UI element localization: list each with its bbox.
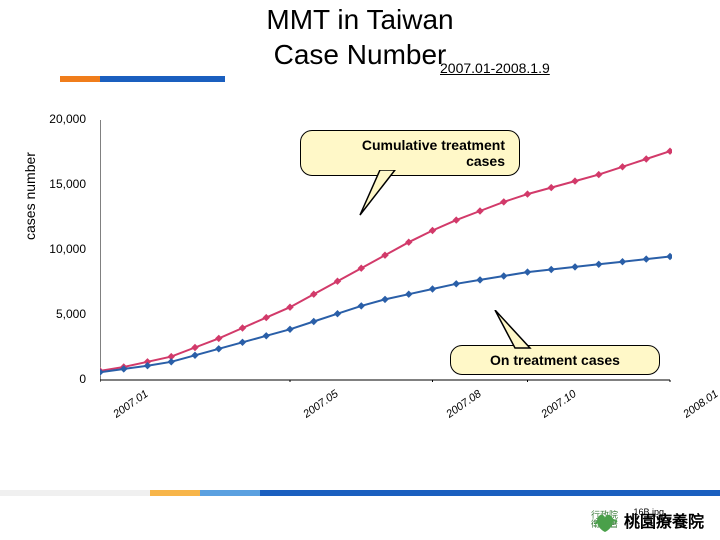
y-tick: 20,000 xyxy=(36,112,86,126)
callout-cumulative: Cumulative treatment cases xyxy=(300,130,520,176)
accent-segment-orange xyxy=(60,76,100,82)
callout-on-treatment-text: On treatment cases xyxy=(490,352,620,368)
callout-cumulative-tail xyxy=(350,170,410,220)
callout-cumulative-line2: cases xyxy=(466,153,505,169)
y-tick: 0 xyxy=(36,372,86,386)
y-tick: 5,000 xyxy=(36,307,86,321)
title-line-2: Case Number xyxy=(0,37,720,72)
y-tick: 10,000 xyxy=(36,242,86,256)
x-tick: 2007.01 xyxy=(111,388,150,421)
x-tick: 2007.08 xyxy=(444,388,483,421)
x-tick: 2008.01 xyxy=(681,388,720,421)
chart-area: cases number 05,00010,00015,00020,000 20… xyxy=(30,100,670,420)
title-block: MMT in Taiwan Case Number xyxy=(0,2,720,72)
health-dept-logo-icon xyxy=(591,508,619,536)
x-tick: 2007.10 xyxy=(539,388,578,421)
footer-segment xyxy=(200,490,260,496)
footer-segment xyxy=(260,490,720,496)
footer-segment xyxy=(150,490,200,496)
logo-area: 行政院 衛生署 桃園療養院 16B.jpg xyxy=(591,508,704,532)
callout-cumulative-line1: Cumulative treatment xyxy=(362,137,505,153)
date-range-subtitle: 2007.01-2008.1.9 xyxy=(440,60,550,76)
accent-segment-blue xyxy=(100,76,225,82)
x-tick: 2007.05 xyxy=(301,388,340,421)
title-accent-bar xyxy=(60,76,225,82)
title-line-1: MMT in Taiwan xyxy=(0,2,720,37)
footer-segment xyxy=(0,490,150,496)
callout-on-treatment-tail xyxy=(490,310,550,350)
callout-on-treatment: On treatment cases xyxy=(450,345,660,375)
logo-big-text: 桃園療養院 16B.jpg xyxy=(624,508,704,532)
logo-overlay-text: 16B.jpg xyxy=(633,507,664,510)
footer-divider-bar xyxy=(0,490,720,496)
slide-root: { "title": { "line1": "MMT in Taiwan", "… xyxy=(0,0,720,540)
y-axis-label: cases number xyxy=(22,152,38,240)
y-tick: 15,000 xyxy=(36,177,86,191)
